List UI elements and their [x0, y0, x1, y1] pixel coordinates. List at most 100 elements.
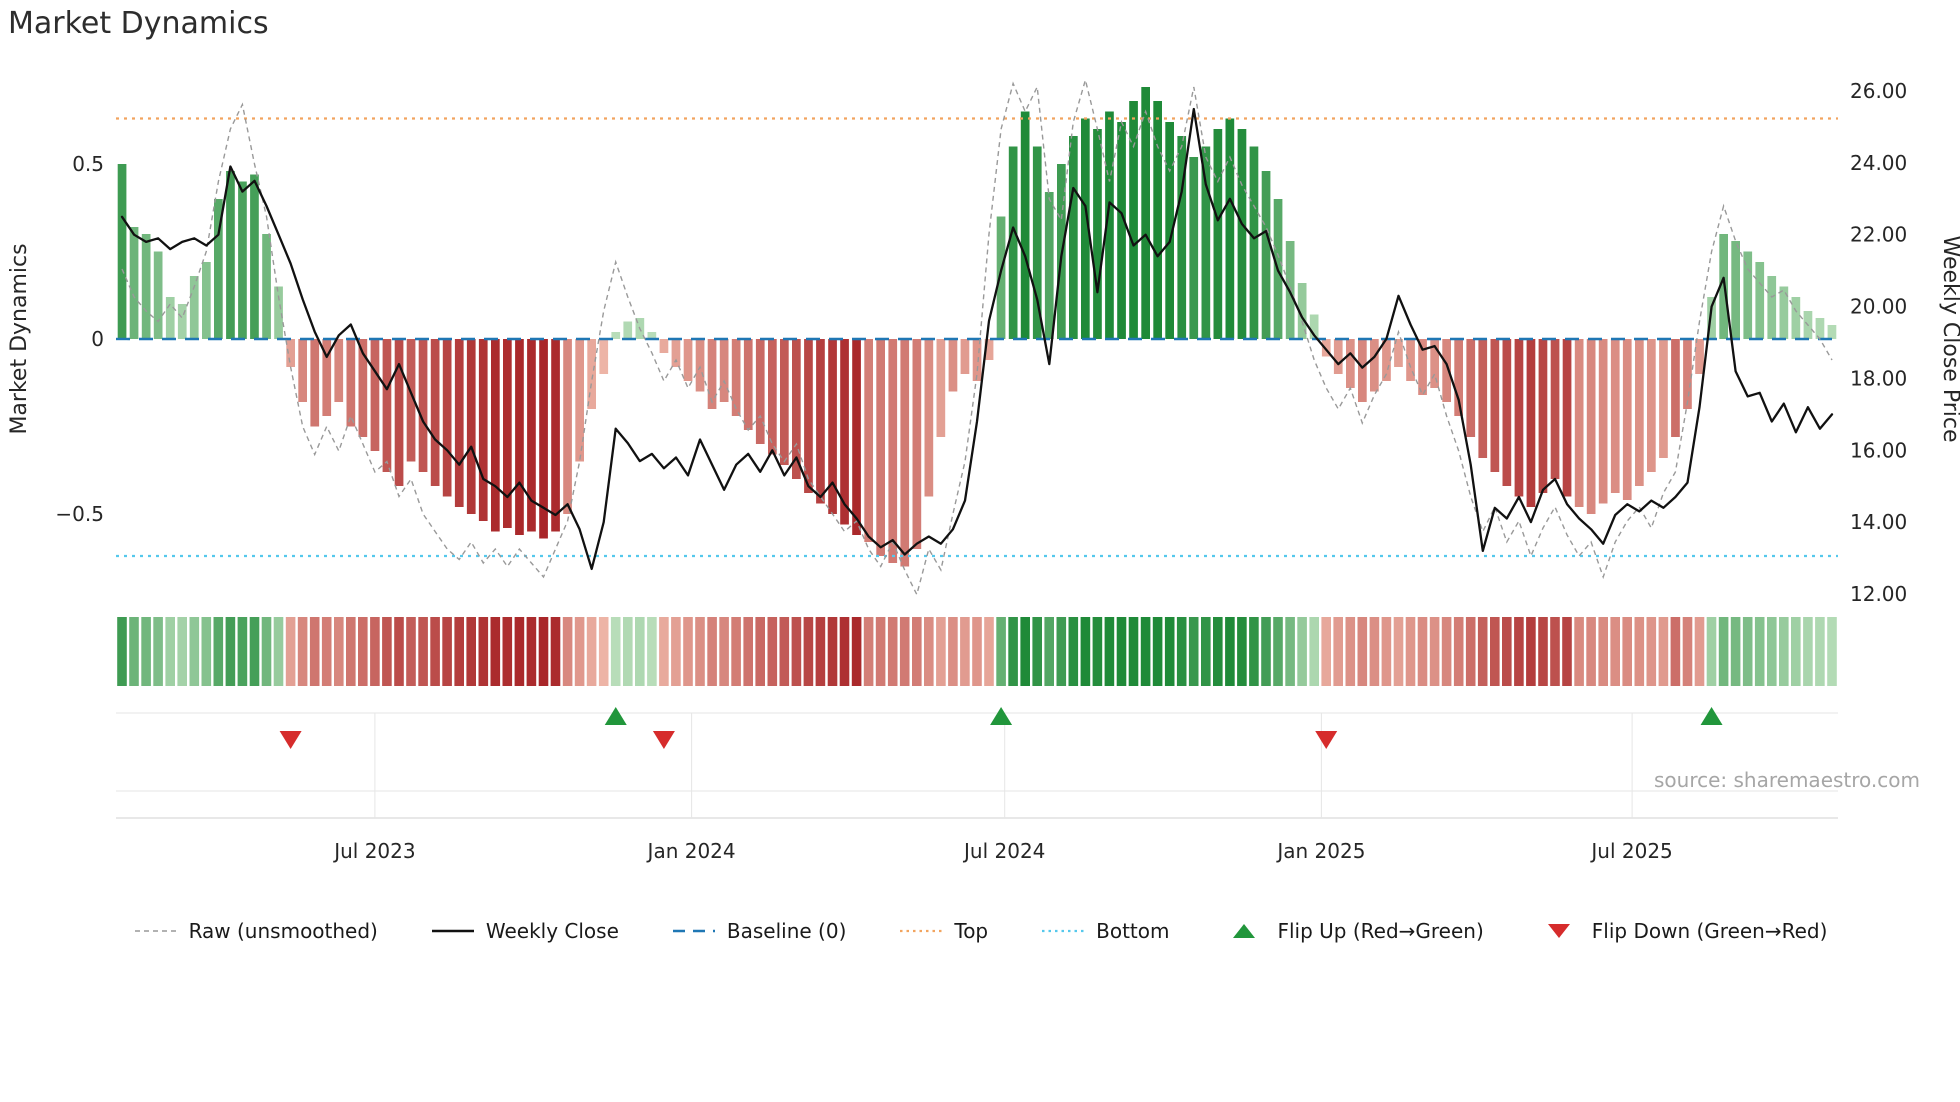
heatmap-cell	[1827, 617, 1837, 686]
dynamics-bar	[478, 339, 488, 521]
heatmap-cell	[755, 617, 765, 686]
flip-down-marker	[1315, 731, 1338, 749]
heatmap-cell	[1345, 617, 1356, 686]
dynamics-bar	[1370, 339, 1379, 392]
x-tick-label: Jan 2025	[1275, 839, 1365, 863]
dynamics-bar	[1610, 339, 1620, 493]
left-tick-label: 0	[91, 327, 104, 351]
heatmap-cell	[141, 617, 151, 686]
chart-svg: 0.5 0 −0.5 26.00 24.00 22.00 20.00 18.00 16.00 14…	[7, 77, 1960, 863]
heatmap-cell	[1225, 617, 1235, 686]
heatmap-cell	[117, 617, 127, 686]
heatmap-cell	[1044, 617, 1054, 686]
heatmap-cell	[1706, 617, 1717, 686]
heatmap-cell	[1586, 617, 1596, 686]
dynamics-bar	[1032, 146, 1042, 339]
dynamics-bar	[382, 339, 392, 472]
heatmap-cell	[1791, 617, 1801, 686]
flip-up-marker	[1700, 707, 1723, 725]
dynamics-bar	[743, 339, 753, 430]
dynamics-bar	[575, 339, 584, 462]
heatmap-cell	[526, 617, 537, 686]
heatmap-cell	[1008, 617, 1018, 686]
dynamics-bar	[1586, 339, 1596, 514]
dynamics-bar	[189, 276, 199, 339]
heatmap-cell	[1321, 617, 1331, 686]
dynamics-bar	[864, 339, 873, 542]
dynamics-bar	[1550, 339, 1560, 479]
dynamics-bar	[442, 339, 452, 497]
dynamics-bar	[370, 339, 380, 451]
dynamics-bar	[755, 339, 765, 444]
heatmap-cell	[1670, 617, 1681, 686]
dynamics-bar	[876, 339, 885, 556]
dynamics-bar	[418, 339, 428, 472]
legend: Raw (unsmoothed) Weekly Close Baseline (…	[0, 919, 1960, 943]
heatmap-cell	[851, 617, 862, 686]
dynamics-bar	[1815, 318, 1825, 339]
heatmap-cell	[1453, 617, 1464, 686]
heatmap-cell	[707, 617, 717, 686]
heatmap-cell	[1152, 617, 1163, 686]
dynamics-bar	[286, 339, 295, 367]
source-credit: source: sharemaestro.com	[1654, 768, 1920, 792]
dynamics-bar	[238, 181, 247, 339]
x-tick-label: Jan 2024	[646, 839, 736, 863]
heatmap-cell	[1080, 617, 1091, 686]
heatmap-cell	[1068, 617, 1079, 686]
heatmap-cell	[1465, 617, 1476, 686]
heatmap-cell	[213, 617, 224, 686]
dynamics-bar	[1321, 339, 1331, 357]
dynamics-bar	[623, 321, 633, 339]
heatmap-cell	[815, 617, 826, 686]
heatmap-cell	[586, 617, 597, 686]
heatmap-cell	[1718, 617, 1729, 686]
legend-item-flip-down: Flip Down (Green→Red)	[1536, 919, 1828, 943]
heatmap-cell	[261, 617, 272, 686]
dynamics-bar	[1635, 339, 1644, 486]
dynamics-bar	[1020, 111, 1030, 339]
dynamics-bar	[1562, 339, 1572, 497]
dynamics-bar	[1695, 339, 1704, 374]
dynamics-bar	[1177, 136, 1187, 339]
raw-line-sample-icon	[134, 930, 177, 932]
heatmap-cell	[1297, 617, 1307, 686]
dynamics-bar	[1731, 241, 1740, 339]
flip-down-triangle	[1547, 924, 1570, 938]
dynamics-bar	[262, 234, 271, 339]
dynamics-bar	[659, 339, 669, 353]
heatmap-cell	[1441, 617, 1452, 686]
heatmap-cell	[1490, 617, 1500, 686]
dynamics-bar	[1490, 339, 1500, 472]
heatmap-cell	[1574, 617, 1584, 686]
heatmap-cell	[647, 617, 657, 686]
legend-label-flip-down: Flip Down (Green→Red)	[1591, 919, 1828, 943]
heatmap-cell	[1237, 617, 1247, 686]
heatmap-cell	[972, 617, 982, 686]
dynamics-bar	[1574, 339, 1584, 507]
heatmap-cell	[1815, 617, 1825, 686]
dynamics-bar	[647, 332, 657, 339]
heatmap-cell	[1754, 617, 1765, 686]
heatmap-cell	[887, 617, 898, 686]
dynamics-bar	[1237, 129, 1247, 339]
heatmap-cell	[936, 617, 946, 686]
heatmap-cell	[803, 617, 814, 686]
dynamics-bar	[250, 174, 259, 339]
dynamics-bar	[430, 339, 440, 486]
heatmap-cell	[321, 617, 332, 686]
dynamics-bar	[1346, 339, 1355, 388]
dynamics-bar	[948, 339, 958, 392]
dynamics-bar	[1514, 339, 1524, 497]
dynamics-bar	[852, 339, 861, 535]
heatmap-cell	[1369, 617, 1380, 686]
heatmap-cell	[827, 617, 838, 686]
heatmap-cell	[1092, 617, 1103, 686]
dynamics-bar	[1213, 129, 1223, 339]
heatmap-cell	[1417, 617, 1428, 686]
heatmap-cell	[1176, 617, 1187, 686]
dynamics-bar	[816, 339, 825, 504]
legend-label-flip-up: Flip Up (Red→Green)	[1277, 919, 1484, 943]
legend-label-top: Top	[954, 919, 989, 943]
dynamics-bar	[1044, 192, 1054, 339]
